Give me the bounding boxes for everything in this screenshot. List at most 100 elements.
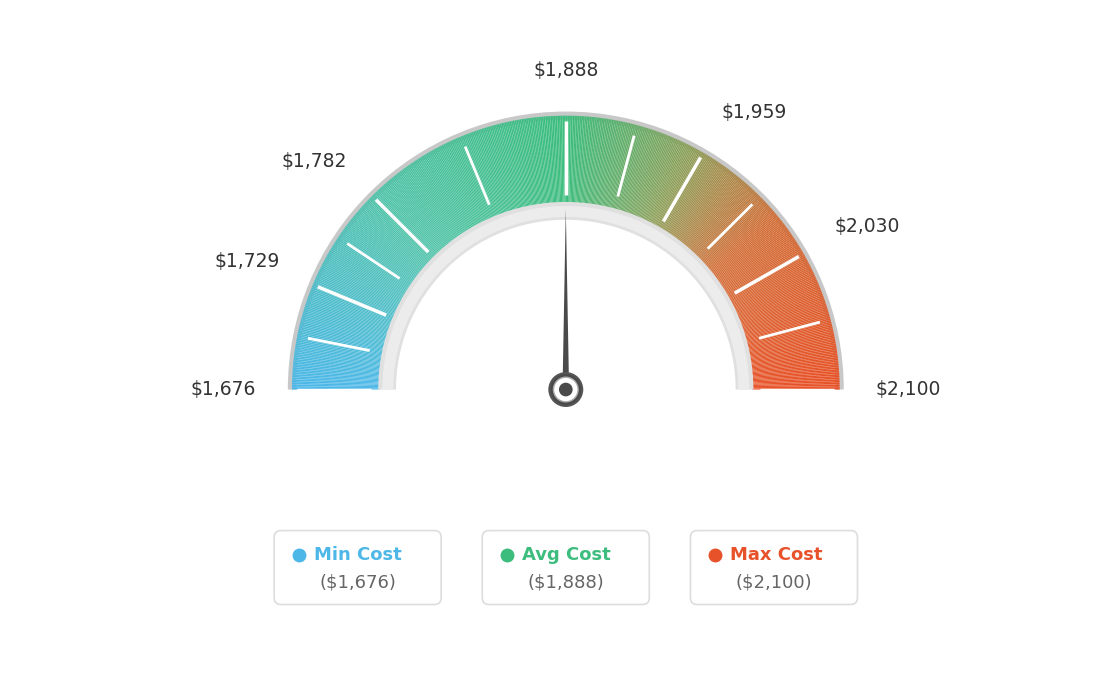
Wedge shape: [750, 346, 837, 362]
Wedge shape: [369, 198, 433, 260]
Wedge shape: [337, 239, 411, 288]
Wedge shape: [711, 219, 782, 275]
Wedge shape: [564, 116, 565, 204]
FancyBboxPatch shape: [690, 531, 858, 604]
Wedge shape: [305, 305, 389, 333]
Wedge shape: [625, 130, 654, 213]
Wedge shape: [394, 175, 449, 244]
Wedge shape: [495, 125, 519, 210]
Wedge shape: [408, 164, 460, 237]
Wedge shape: [307, 298, 390, 328]
Wedge shape: [508, 121, 528, 208]
Wedge shape: [574, 116, 580, 204]
Wedge shape: [417, 158, 466, 233]
Wedge shape: [571, 116, 574, 204]
Wedge shape: [744, 313, 829, 339]
Wedge shape: [697, 195, 760, 258]
Wedge shape: [338, 237, 411, 287]
Wedge shape: [613, 125, 637, 210]
Wedge shape: [323, 261, 402, 303]
Wedge shape: [752, 380, 839, 384]
Wedge shape: [683, 177, 741, 246]
Wedge shape: [736, 281, 818, 317]
Wedge shape: [297, 335, 383, 353]
Wedge shape: [293, 380, 380, 384]
Wedge shape: [400, 171, 454, 242]
Wedge shape: [646, 142, 686, 222]
Wedge shape: [301, 318, 386, 342]
Wedge shape: [641, 139, 679, 220]
Wedge shape: [293, 366, 380, 375]
Wedge shape: [347, 224, 417, 278]
Wedge shape: [742, 298, 825, 328]
Wedge shape: [420, 157, 467, 233]
Wedge shape: [650, 146, 692, 224]
Wedge shape: [605, 122, 626, 208]
Wedge shape: [406, 166, 458, 238]
Wedge shape: [658, 151, 702, 228]
Wedge shape: [752, 376, 839, 382]
Wedge shape: [386, 182, 445, 249]
Wedge shape: [505, 122, 526, 208]
Wedge shape: [693, 190, 754, 255]
Wedge shape: [740, 292, 822, 324]
Wedge shape: [358, 210, 425, 268]
Wedge shape: [751, 355, 838, 367]
Wedge shape: [701, 201, 765, 262]
Wedge shape: [601, 121, 619, 207]
Wedge shape: [740, 293, 822, 326]
Wedge shape: [375, 191, 437, 255]
Wedge shape: [592, 118, 605, 205]
Wedge shape: [378, 190, 438, 255]
Wedge shape: [312, 284, 394, 319]
Wedge shape: [669, 161, 719, 235]
Wedge shape: [405, 167, 457, 239]
Text: $1,782: $1,782: [282, 152, 347, 170]
Wedge shape: [747, 330, 834, 350]
Wedge shape: [554, 116, 559, 204]
Wedge shape: [638, 137, 673, 218]
Wedge shape: [714, 224, 785, 278]
Wedge shape: [521, 119, 537, 206]
Wedge shape: [699, 197, 762, 259]
Wedge shape: [619, 127, 646, 211]
Wedge shape: [393, 177, 449, 246]
Wedge shape: [299, 325, 385, 346]
Wedge shape: [348, 223, 418, 277]
Wedge shape: [733, 270, 813, 309]
Wedge shape: [716, 228, 788, 281]
Wedge shape: [433, 150, 476, 227]
Wedge shape: [438, 146, 480, 225]
Wedge shape: [539, 117, 549, 204]
Wedge shape: [656, 150, 699, 227]
Wedge shape: [309, 293, 392, 326]
Wedge shape: [633, 134, 665, 216]
Wedge shape: [431, 150, 475, 228]
Wedge shape: [752, 381, 839, 385]
Wedge shape: [696, 193, 758, 257]
Wedge shape: [349, 221, 418, 276]
Wedge shape: [294, 355, 381, 367]
Polygon shape: [563, 209, 569, 406]
Wedge shape: [742, 302, 826, 331]
Wedge shape: [740, 290, 821, 323]
Wedge shape: [501, 123, 523, 208]
Wedge shape: [735, 276, 816, 313]
Wedge shape: [647, 144, 687, 223]
Wedge shape: [368, 199, 432, 262]
Wedge shape: [535, 117, 546, 204]
Wedge shape: [677, 169, 730, 240]
Wedge shape: [460, 136, 495, 218]
Wedge shape: [736, 279, 817, 315]
Wedge shape: [677, 170, 731, 241]
Wedge shape: [575, 116, 582, 204]
Wedge shape: [382, 185, 442, 251]
Wedge shape: [322, 262, 401, 304]
Wedge shape: [531, 117, 543, 205]
Wedge shape: [443, 144, 484, 223]
Wedge shape: [611, 124, 634, 209]
Wedge shape: [340, 233, 413, 284]
Wedge shape: [567, 116, 570, 204]
Text: $1,888: $1,888: [533, 61, 598, 80]
Wedge shape: [737, 284, 819, 319]
